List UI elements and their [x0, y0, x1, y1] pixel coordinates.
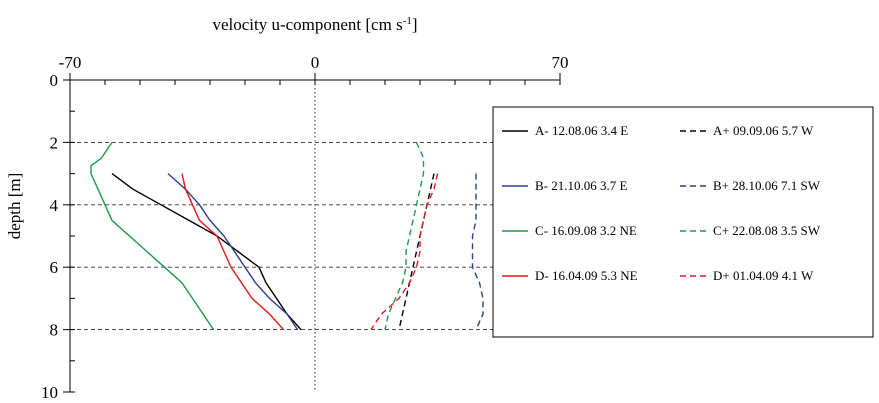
legend-box: [492, 106, 874, 338]
x-tick-label: 0: [311, 53, 320, 72]
series-layer: [90, 142, 484, 331]
legend-label-5: B+ 28.10.06 7.1 SW: [713, 178, 821, 193]
y-tick-label: 8: [50, 321, 59, 340]
x-tick-label: 70: [552, 53, 569, 72]
legend-label-3: D- 16.04.09 5.3 NE: [535, 268, 638, 283]
series-line-4: [398, 173, 435, 330]
series-line-3: [181, 173, 285, 331]
series-line-1: [167, 173, 299, 330]
legend-label-6: C+ 22.08.08 3.5 SW: [713, 223, 821, 238]
legend-label-7: D+ 01.04.09 4.1 W: [713, 268, 814, 283]
y-tick-label: 10: [41, 383, 58, 402]
y-axis-title: depth [m]: [5, 173, 24, 240]
series-line-5: [471, 173, 484, 330]
series-line-7: [370, 173, 439, 330]
y-tick-label: 2: [50, 133, 59, 152]
y-tick-label: 0: [50, 71, 59, 90]
legend-label-4: A+ 09.09.06 5.7 W: [713, 123, 814, 138]
y-tick-label: 6: [50, 258, 59, 277]
series-line-0: [111, 173, 302, 331]
y-tick-label: 4: [50, 196, 59, 215]
legend: A- 12.08.06 3.4 E B- 21.10.06 3.7 E C- 16.…: [492, 106, 874, 338]
legend-label-1: B- 21.10.06 3.7 E: [535, 178, 628, 193]
x-axis-title: velocity u-component [cm s-1]: [212, 15, 417, 34]
x-tick-label: -70: [59, 53, 82, 72]
series-line-6: [384, 142, 425, 330]
legend-label-2: C- 16.09.08 3.2 NE: [535, 223, 637, 238]
legend-label-0: A- 12.08.06 3.4 E: [535, 123, 628, 138]
series-line-2: [90, 142, 215, 330]
